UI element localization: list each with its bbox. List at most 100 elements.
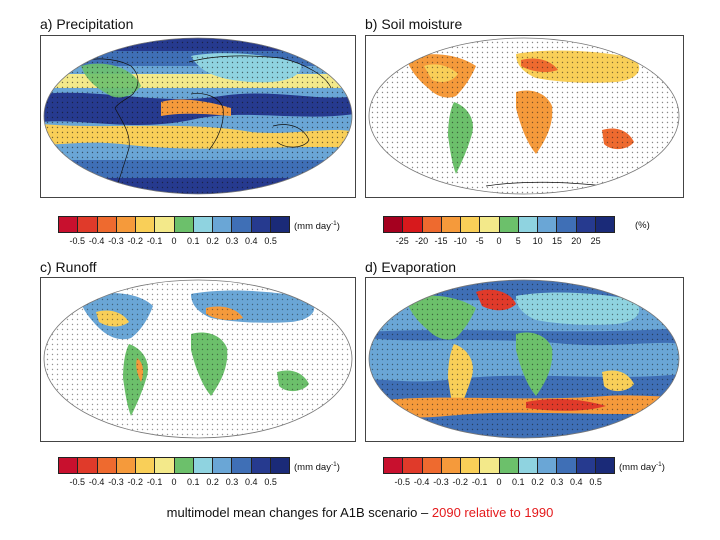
colorbar-cell xyxy=(461,458,481,473)
colorbar-cell xyxy=(595,458,614,473)
colorbar-cell xyxy=(232,458,252,473)
tick-label: -20 xyxy=(415,236,429,246)
tick-label: 0.1 xyxy=(512,477,525,487)
colorbar-cell xyxy=(116,217,136,232)
caption-main: multimodel mean changes for A1B scenario… xyxy=(166,505,432,520)
unit-close: ) xyxy=(336,221,340,233)
tick-label: 0.3 xyxy=(550,477,564,487)
colorbar-cell xyxy=(595,217,614,232)
colorbar-cell xyxy=(213,217,233,232)
colorbar xyxy=(58,457,290,474)
colorbar-cell xyxy=(251,217,271,232)
colorbar-cell xyxy=(480,217,500,232)
colorbar-ticks: -0.5 -0.4 -0.3 -0.2 -0.1 0 0.1 0.2 0.3 0… xyxy=(383,477,615,489)
tick-label: -0.3 xyxy=(108,477,124,487)
colorbar-cell xyxy=(576,458,596,473)
colorbar-cell xyxy=(78,217,98,232)
map-svg xyxy=(43,37,353,195)
map-svg xyxy=(368,37,680,195)
colorbar-cell xyxy=(557,217,577,232)
tick-label: 0 xyxy=(171,236,177,246)
colorbar-cell xyxy=(232,217,252,232)
tick-label: 0 xyxy=(496,477,502,487)
tick-label: -0.3 xyxy=(433,477,449,487)
tick-label: -0.2 xyxy=(452,477,469,487)
panel-title: a) Precipitation xyxy=(40,16,134,32)
soil-moisture-map xyxy=(365,35,684,198)
panel-title: d) Evaporation xyxy=(365,259,457,275)
colorbar-ticks: -25 -20 -15 -10 -5 0 5 10 15 20 25 xyxy=(383,236,615,248)
unit-text: (mm day xyxy=(294,462,331,474)
colorbar-cell xyxy=(422,458,442,473)
tick-label: -0.5 xyxy=(69,236,86,246)
colorbar-cell xyxy=(136,458,156,473)
tick-label: -5 xyxy=(475,236,484,246)
colorbar-cell xyxy=(557,458,577,473)
tick-label: 0.5 xyxy=(264,236,277,246)
colorbar-unit: (mm day-1) xyxy=(619,461,665,473)
tick-label: 0.5 xyxy=(589,477,602,487)
tick-label: 0.3 xyxy=(225,477,239,487)
tick-label: -0.4 xyxy=(88,236,105,246)
tick-label: 20 xyxy=(571,236,582,246)
tick-label: -0.4 xyxy=(413,477,430,487)
colorbar-cell xyxy=(59,217,79,232)
tick-label: 5 xyxy=(515,236,521,246)
colorbar-cell xyxy=(155,217,175,232)
colorbar-cell xyxy=(193,458,213,473)
tick-label: 25 xyxy=(590,236,601,246)
colorbar-cell xyxy=(193,217,213,232)
unit-sup: -1 xyxy=(330,220,337,227)
colorbar-cell xyxy=(116,458,136,473)
colorbar-unit: (mm day-1) xyxy=(294,220,340,232)
runoff-map xyxy=(40,277,356,442)
colorbar-cell xyxy=(78,458,98,473)
colorbar-cell xyxy=(251,458,271,473)
tick-label: -0.5 xyxy=(394,477,411,487)
colorbar-cell xyxy=(480,458,500,473)
unit-sup: -1 xyxy=(655,461,662,468)
unit-close: ) xyxy=(336,462,340,474)
colorbar-cell xyxy=(538,458,558,473)
colorbar-cell xyxy=(384,217,404,232)
colorbar-cell xyxy=(461,217,481,232)
tick-label: 10 xyxy=(532,236,543,246)
unit-sup: -1 xyxy=(330,461,337,468)
tick-label: 0.2 xyxy=(206,236,219,246)
colorbar-ticks: -0.5 -0.4 -0.3 -0.2 -0.1 0 0.1 0.2 0.3 0… xyxy=(58,236,290,248)
colorbar-cell xyxy=(174,458,194,473)
tick-label: -0.3 xyxy=(108,236,124,246)
tick-label: -25 xyxy=(395,236,409,246)
tick-label: -10 xyxy=(453,236,467,246)
colorbar-cell xyxy=(384,458,404,473)
evaporation-map xyxy=(365,277,684,442)
tick-label: 0.4 xyxy=(245,236,258,246)
tick-label: 0.5 xyxy=(264,477,277,487)
colorbar-cell xyxy=(97,458,117,473)
tick-label: -0.1 xyxy=(146,236,163,246)
map-svg xyxy=(43,279,353,439)
tick-label: 15 xyxy=(551,236,563,246)
panel-title: c) Runoff xyxy=(40,259,97,275)
colorbar-cell xyxy=(518,458,538,473)
colorbar-cell xyxy=(518,217,538,232)
colorbar-unit: (%) xyxy=(635,220,650,231)
colorbar-cell xyxy=(422,217,442,232)
colorbar xyxy=(383,216,615,233)
tick-label: 0.2 xyxy=(206,477,219,487)
colorbar xyxy=(58,216,290,233)
tick-label: 0 xyxy=(496,236,502,246)
tick-label: 0.1 xyxy=(187,236,200,246)
colorbar-cell xyxy=(270,458,289,473)
colorbar-cell xyxy=(441,217,461,232)
colorbar-cell xyxy=(403,458,423,473)
tick-label: -0.1 xyxy=(146,477,163,487)
colorbar-cell xyxy=(403,217,423,232)
tick-label: 0.4 xyxy=(570,477,583,487)
tick-label: -15 xyxy=(434,236,448,246)
colorbar-cell xyxy=(59,458,79,473)
unit-text: (mm day xyxy=(619,462,656,474)
colorbar-cell xyxy=(499,458,519,473)
tick-label: 0.1 xyxy=(187,477,200,487)
tick-label: -0.5 xyxy=(69,477,86,487)
